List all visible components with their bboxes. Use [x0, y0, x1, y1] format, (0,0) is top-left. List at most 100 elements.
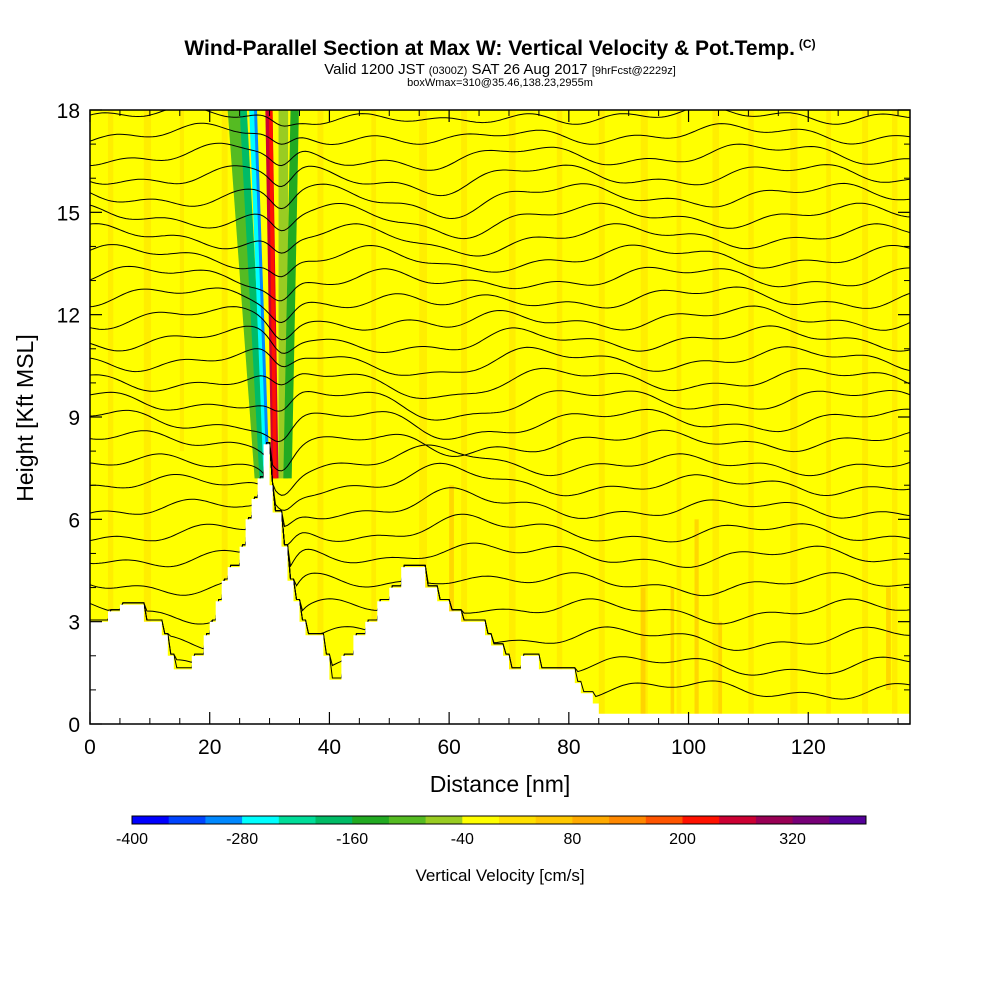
- theta-contour: [90, 442, 910, 511]
- y-tick-label: 12: [57, 305, 80, 328]
- copyright-mark: (C): [798, 37, 816, 51]
- theta-contour: [90, 442, 910, 568]
- x-tick-label: 40: [318, 736, 341, 759]
- x-tick-label: 60: [437, 736, 460, 759]
- chart-title: Wind-Parallel Section at Max W: Vertical…: [184, 37, 816, 60]
- theta-contour: [90, 244, 910, 278]
- field-orange-patch: [718, 621, 723, 724]
- colorbar-swatch: [535, 816, 573, 824]
- colorbar-swatch: [352, 816, 390, 824]
- colorbar-swatch: [755, 816, 794, 824]
- colorbar-swatch: [205, 816, 243, 824]
- colorbar-swatch: [425, 816, 463, 824]
- utc-time: (0300Z): [428, 65, 468, 77]
- theta-contour: [90, 142, 910, 171]
- theta-contour: [90, 390, 910, 421]
- theta-contour: [90, 367, 910, 400]
- field-streak: [107, 110, 114, 724]
- field-streak: [371, 110, 377, 724]
- colorbar-swatch: [132, 816, 170, 824]
- theta-contour: [90, 122, 910, 146]
- theta-contour: [90, 286, 910, 324]
- y-tick-label: 3: [68, 612, 80, 635]
- field-orange-patch: [670, 587, 675, 724]
- colorbar-swatch: [462, 816, 500, 824]
- colorbar-tick-label: -400: [116, 831, 148, 848]
- terrain: [90, 444, 910, 724]
- field-orange-patch: [449, 485, 454, 622]
- theta-contour: [90, 265, 910, 302]
- vertical-velocity-band: [254, 110, 270, 479]
- theta-contour: [90, 182, 910, 220]
- field-streak: [676, 110, 682, 724]
- colorbar-swatch: [278, 816, 316, 824]
- colorbar-tick-label: 200: [669, 831, 696, 848]
- field-streak: [461, 110, 468, 724]
- theta-contour: [90, 305, 910, 341]
- field-streak: [556, 110, 563, 724]
- field-streak: [640, 110, 648, 724]
- field-orange-patch: [694, 519, 699, 724]
- theta-contour: [90, 442, 910, 597]
- field-orange-patch: [886, 587, 891, 690]
- colorbar-swatch: [388, 816, 427, 824]
- theta-contour: [90, 442, 910, 496]
- colorbar-tick-label: -280: [226, 831, 258, 848]
- y-axis-label: Height [Kft MSL]: [12, 334, 38, 501]
- colorbar-tick-label: 320: [779, 831, 806, 848]
- theta-contour: [90, 346, 910, 376]
- theta-contour: [90, 429, 910, 472]
- theta-contour: [90, 325, 910, 354]
- colorbar-swatch: [168, 816, 206, 824]
- colorbar-swatch: [645, 816, 683, 824]
- colorbar-swatch: [829, 816, 867, 824]
- colorbar-tick-label: -40: [451, 831, 474, 848]
- x-tick-label: 20: [198, 736, 221, 759]
- colorbar-swatch: [792, 816, 830, 824]
- colorbar-frame: [131, 815, 867, 825]
- x-tick-label: 100: [671, 736, 706, 759]
- y-tick-label: 0: [68, 714, 80, 737]
- x-tick-label: 80: [557, 736, 580, 759]
- colorbar-swatch: [499, 816, 537, 824]
- x-axis-label: Distance [nm]: [430, 771, 571, 797]
- theta-contours: [90, 110, 910, 700]
- y-tick-label: 9: [68, 407, 80, 430]
- field-streak: [748, 110, 754, 724]
- vertical-velocity-band: [239, 110, 267, 479]
- colorbar-swatch: [242, 816, 280, 824]
- theta-contour: [90, 223, 910, 257]
- theta-contour: [90, 202, 910, 240]
- y-tick-label: 15: [57, 202, 80, 225]
- forecast-info: [9hrFcst@2229z]: [591, 65, 676, 77]
- field-streak: [221, 110, 228, 724]
- field-streak: [598, 110, 605, 724]
- field-streak: [712, 110, 720, 724]
- chart-subtitle: Valid 1200 JST (0300Z) SAT 26 Aug 2017 […: [0, 61, 1000, 78]
- colorbar-swatch: [719, 816, 757, 824]
- field-streak: [317, 110, 324, 724]
- colorbar-swatch: [315, 816, 353, 824]
- x-tick-label: 0: [84, 736, 96, 759]
- theta-contour: [90, 442, 910, 546]
- field-streak: [179, 110, 184, 452]
- colorbar-tick-label: -160: [336, 831, 368, 848]
- field-streak: [143, 110, 152, 724]
- terrain-mask: [90, 444, 910, 724]
- colorbar-swatch: [609, 816, 647, 824]
- theta-contour: [90, 164, 910, 197]
- field-orange-patch: [640, 587, 646, 724]
- colorbar-swatch: [682, 816, 720, 824]
- y-tick-label: 6: [68, 509, 80, 532]
- y-tick-label: 18: [57, 100, 80, 123]
- axes: 0 20 40 60 80 100 120 0 3 6 9 12 15 18: [57, 100, 910, 759]
- colorbar-swatch: [572, 816, 610, 824]
- field-streak: [419, 110, 427, 724]
- theta-contour: [90, 408, 910, 443]
- vertical-velocity-band: [283, 110, 299, 479]
- field-streak: [790, 110, 798, 724]
- valid-time: Valid 1200 JST: [324, 61, 425, 78]
- field-streak: [508, 110, 516, 724]
- field-streak: [826, 110, 831, 724]
